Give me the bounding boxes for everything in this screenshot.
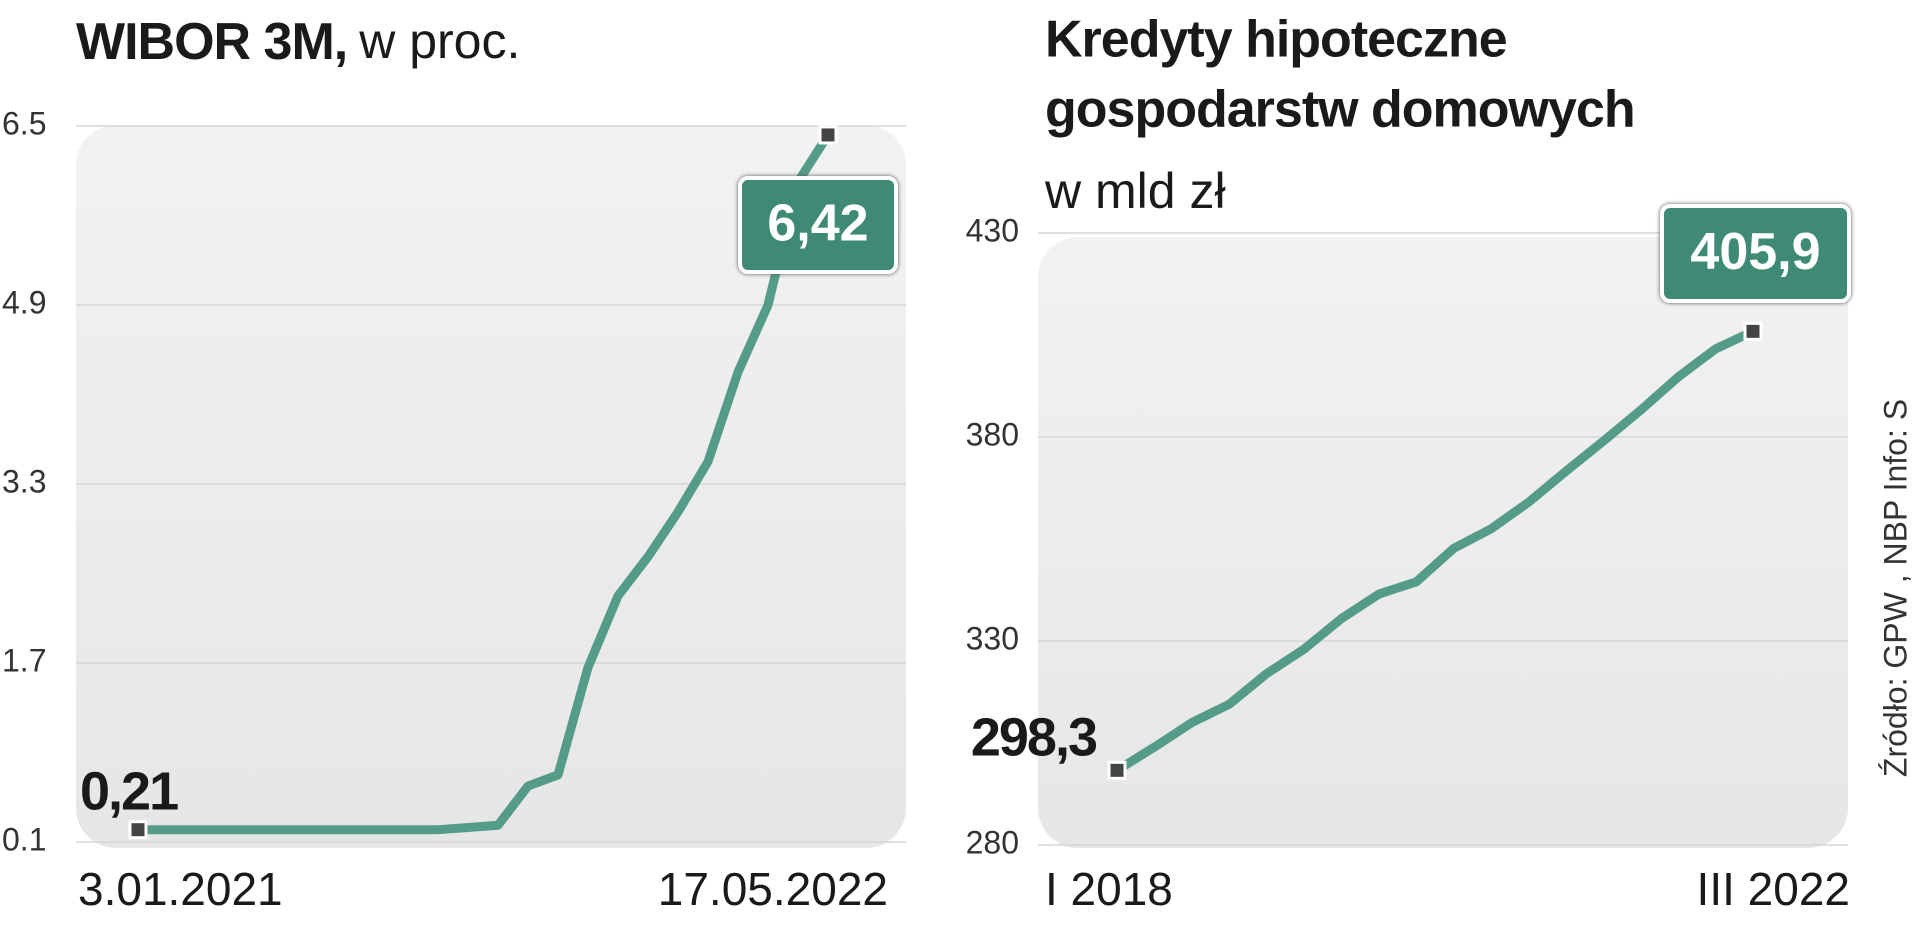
chart-title: WIBOR 3M, w proc. <box>76 13 520 71</box>
x-tick-label: 3.01.2021 <box>78 863 283 915</box>
y-tick-label: 3.3 <box>2 463 46 499</box>
y-tick-label: 380 <box>966 416 1019 452</box>
y-tick-label: 6.5 <box>2 105 46 141</box>
source-note: Źródło: GPW , NBP Info: S <box>1877 399 1913 777</box>
value-label: 405,9 <box>1690 223 1820 281</box>
chart-subtitle: w proc. <box>358 13 520 69</box>
data-line <box>133 130 833 835</box>
end-marker <box>818 125 838 145</box>
chart-title: gospodarstw domowych <box>1045 81 1635 139</box>
plot-background <box>1038 237 1848 848</box>
y-tick-label: 4.9 <box>2 284 46 320</box>
end-marker <box>1743 321 1763 341</box>
value-label-box <box>1660 204 1851 303</box>
y-tick-label: 1.7 <box>2 642 46 678</box>
title-text: WIBOR 3M, <box>76 13 347 71</box>
end-marker <box>128 820 148 840</box>
value-label: 0,21 <box>80 761 178 821</box>
x-tick-label: 17.05.2022 <box>658 863 888 915</box>
y-tick-label: 280 <box>966 824 1019 860</box>
value-label: 6,42 <box>767 195 868 253</box>
end-marker <box>1107 760 1127 780</box>
value-label: 298,3 <box>971 707 1097 767</box>
value-label-box <box>738 176 898 274</box>
y-tick-label: 330 <box>966 620 1019 656</box>
x-tick-label: I 2018 <box>1045 863 1173 915</box>
y-tick-label: 430 <box>966 212 1019 248</box>
chart-subtitle: w mld zł <box>1044 163 1226 219</box>
x-tick-label: III 2022 <box>1697 863 1850 915</box>
data-line <box>1112 326 1758 775</box>
chart-title: Kredyty hipoteczne <box>1045 11 1507 69</box>
y-tick-label: 0.1 <box>2 821 46 857</box>
